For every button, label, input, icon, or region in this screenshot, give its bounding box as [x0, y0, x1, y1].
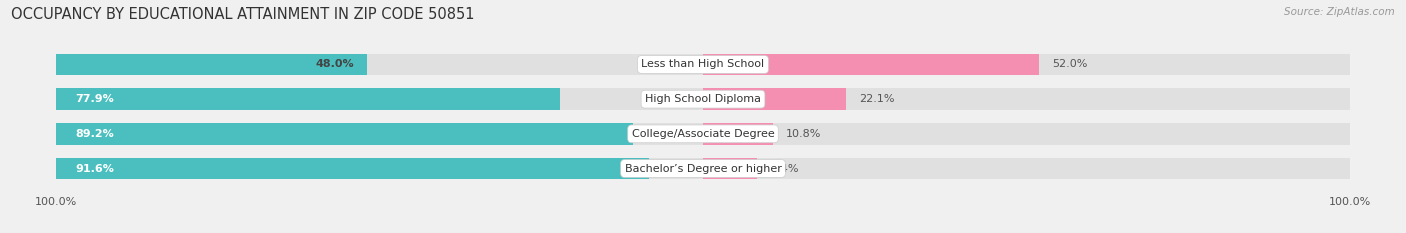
- Text: Source: ZipAtlas.com: Source: ZipAtlas.com: [1284, 7, 1395, 17]
- Bar: [56, 88, 560, 110]
- Bar: [56, 123, 633, 145]
- Bar: [703, 54, 1039, 75]
- Text: 48.0%: 48.0%: [315, 59, 354, 69]
- Bar: [56, 123, 1350, 145]
- Text: College/Associate Degree: College/Associate Degree: [631, 129, 775, 139]
- Text: OCCUPANCY BY EDUCATIONAL ATTAINMENT IN ZIP CODE 50851: OCCUPANCY BY EDUCATIONAL ATTAINMENT IN Z…: [11, 7, 475, 22]
- Bar: [56, 88, 1350, 110]
- Text: 10.8%: 10.8%: [786, 129, 821, 139]
- Bar: [703, 123, 773, 145]
- Bar: [56, 54, 367, 75]
- Bar: [703, 88, 846, 110]
- Text: High School Diploma: High School Diploma: [645, 94, 761, 104]
- Text: 52.0%: 52.0%: [1052, 59, 1088, 69]
- Text: Bachelor’s Degree or higher: Bachelor’s Degree or higher: [624, 164, 782, 174]
- Bar: [56, 158, 1350, 179]
- Text: 91.6%: 91.6%: [76, 164, 114, 174]
- Text: 22.1%: 22.1%: [859, 94, 894, 104]
- Bar: [56, 158, 648, 179]
- Text: Less than High School: Less than High School: [641, 59, 765, 69]
- Text: 8.4%: 8.4%: [770, 164, 799, 174]
- Bar: [56, 54, 1350, 75]
- Text: 89.2%: 89.2%: [76, 129, 114, 139]
- Bar: [703, 158, 758, 179]
- Text: 77.9%: 77.9%: [76, 94, 114, 104]
